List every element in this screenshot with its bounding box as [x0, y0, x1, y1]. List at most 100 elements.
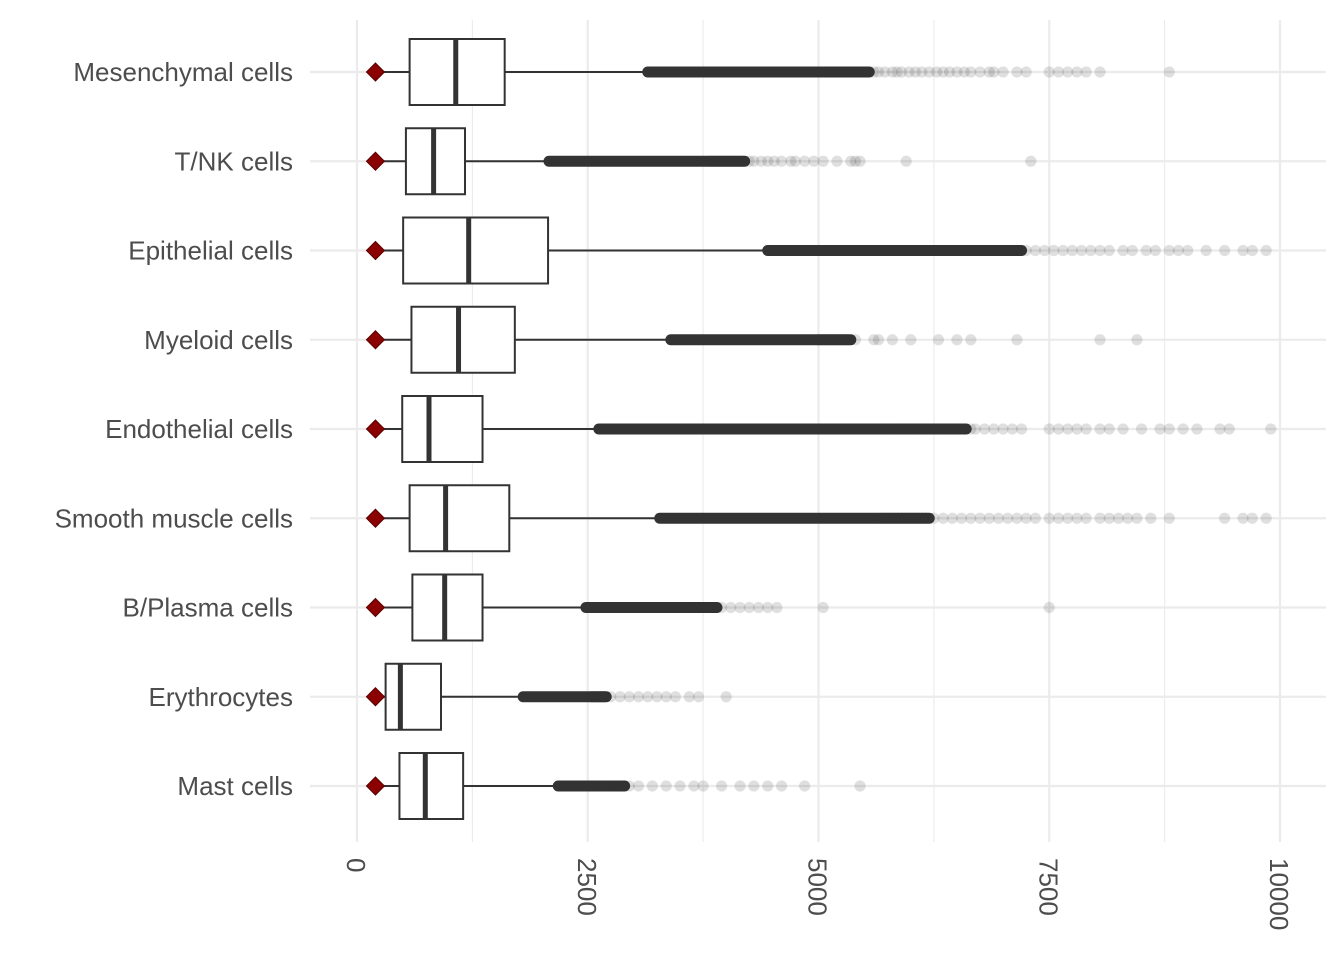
outlier-point — [1080, 512, 1092, 524]
category-labels: Mesenchymal cells T/NK cells Epithelial ce… — [55, 57, 293, 801]
outlier-point — [1112, 512, 1124, 524]
outlier-point — [724, 155, 736, 167]
outlier-point — [843, 66, 855, 78]
outlier-point — [711, 155, 723, 167]
outlier-point — [951, 334, 963, 346]
outlier-point — [720, 691, 732, 703]
outlier-point — [691, 602, 703, 613]
outlier-point — [1043, 512, 1055, 524]
outlier-point — [946, 423, 958, 435]
outlier-point — [831, 334, 843, 346]
x-tick-label: 10000 — [1264, 858, 1294, 930]
outlier-point — [1182, 245, 1194, 256]
outlier-point — [789, 155, 801, 167]
marker-diamond — [365, 776, 386, 796]
outlier-point — [1219, 245, 1231, 256]
category-label: B/Plasma cells — [123, 593, 294, 623]
outlier-point — [1016, 423, 1028, 435]
outlier-point — [615, 780, 627, 792]
outlier-point — [1246, 245, 1258, 256]
outlier-point — [965, 66, 977, 78]
outlier-point — [1163, 423, 1175, 435]
outlier-point — [974, 512, 986, 524]
outlier-point — [674, 780, 686, 792]
outlier-point — [623, 691, 635, 703]
box-t-nk-cells — [365, 127, 1037, 196]
outlier-point — [799, 155, 811, 167]
outlier-point — [633, 691, 645, 703]
outlier-point — [693, 691, 705, 703]
outlier-point — [1223, 423, 1235, 435]
outlier-point — [586, 691, 598, 703]
outlier-point — [694, 602, 706, 613]
outlier-point — [706, 155, 718, 167]
outlier-point — [868, 66, 880, 78]
outlier-point — [946, 512, 958, 524]
outlier-point — [849, 155, 861, 167]
outlier-point — [878, 512, 890, 524]
outlier-point — [1057, 245, 1069, 256]
outlier-point — [642, 691, 654, 703]
outlier-point — [608, 780, 620, 792]
outlier-point — [609, 780, 621, 792]
outlier-point — [889, 512, 901, 524]
outlier-point — [697, 780, 709, 792]
outlier-point — [594, 691, 606, 703]
outlier-point — [1080, 423, 1092, 435]
outlier-point — [1071, 66, 1083, 78]
outlier-point — [1136, 423, 1148, 435]
outlier-point — [1052, 423, 1064, 435]
outlier-point — [587, 691, 599, 703]
outlier-point — [617, 780, 629, 792]
outlier-point — [826, 66, 838, 78]
outlier-point — [605, 691, 617, 703]
outlier-point — [904, 423, 916, 435]
outlier-point — [905, 334, 917, 346]
outlier-point — [721, 155, 733, 167]
outlier-point — [1011, 334, 1023, 346]
outlier-point — [849, 334, 861, 346]
outlier-point — [1237, 512, 1249, 524]
outlier-point — [808, 155, 820, 167]
outlier-point — [824, 334, 836, 346]
outlier-point — [611, 780, 623, 792]
outlier-point — [762, 602, 774, 613]
outlier-point — [1085, 245, 1097, 256]
x-tick-label: 5000 — [803, 858, 833, 916]
outlier-point — [858, 66, 870, 78]
outlier-point — [785, 155, 797, 167]
outlier-point — [896, 66, 908, 78]
outlier-point — [614, 691, 626, 703]
marker-diamond — [365, 508, 386, 528]
outlier-point — [941, 423, 953, 435]
outlier-point — [896, 512, 908, 524]
outlier-point — [891, 66, 903, 78]
outlier-point — [1094, 245, 1106, 256]
outlier-point — [699, 602, 711, 613]
box-myeloid-cells — [365, 305, 1143, 374]
outlier-point — [997, 66, 1009, 78]
outlier-point — [868, 334, 880, 346]
outlier-point — [1163, 66, 1175, 78]
outlier-point — [726, 155, 738, 167]
outlier-point — [1117, 245, 1129, 256]
outlier-point — [835, 66, 847, 78]
outlier-point — [613, 780, 625, 792]
outlier-point — [852, 66, 864, 78]
outlier-point — [1163, 245, 1175, 256]
outlier-point — [920, 512, 932, 524]
category-label: Smooth muscle cells — [55, 503, 293, 533]
outlier-point — [860, 66, 872, 78]
outlier-point — [965, 512, 977, 524]
outlier-point — [916, 512, 928, 524]
category-label: Erythrocytes — [149, 682, 294, 712]
outlier-point — [902, 512, 914, 524]
outlier-point — [614, 780, 626, 792]
outlier-point — [1172, 245, 1184, 256]
outlier-point — [716, 780, 728, 792]
outlier-point — [616, 780, 628, 792]
outlier-point — [660, 691, 672, 703]
outlier-point — [597, 691, 609, 703]
outlier-point — [743, 602, 755, 613]
